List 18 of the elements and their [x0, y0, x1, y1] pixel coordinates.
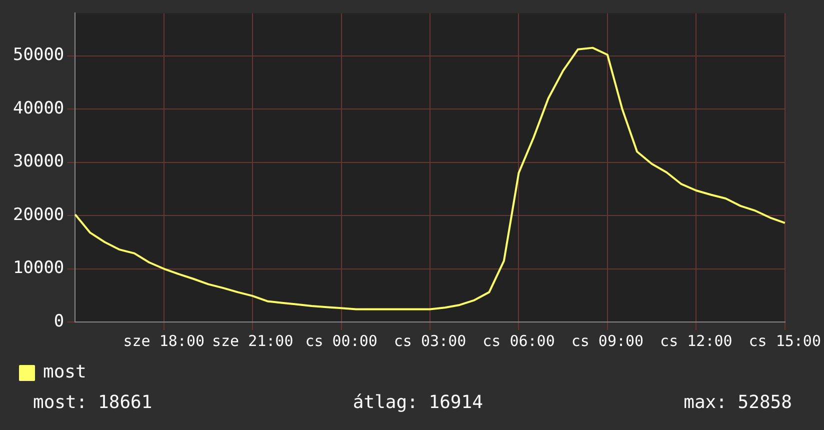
- x-tick-label: cs 03:00: [394, 332, 466, 350]
- x-tick-label: cs 06:00: [482, 332, 555, 350]
- x-tick-label: sze 21:00: [212, 332, 294, 350]
- x-tick-label: sze 18:00: [123, 332, 205, 350]
- text: max: 52858: [684, 392, 792, 413]
- y-tick-label: 40000: [12, 98, 64, 118]
- x-tick-label: cs 00:00: [305, 332, 378, 350]
- x-tick-label: cs 15:00: [748, 332, 821, 350]
- text: most: 18661: [33, 392, 152, 413]
- y-tick-label: 50000: [12, 45, 64, 66]
- text: átlag: 16914: [352, 392, 483, 413]
- y-tick-label: 10000: [12, 258, 64, 278]
- y-tick-label: 0: [54, 311, 64, 332]
- y-tick-label: 30000: [12, 152, 64, 172]
- y-tick-label: 20000: [12, 204, 64, 225]
- x-tick-label: cs 09:00: [571, 332, 644, 350]
- x-tick-label: cs 12:00: [660, 332, 732, 350]
- legend-label: most: [43, 362, 86, 383]
